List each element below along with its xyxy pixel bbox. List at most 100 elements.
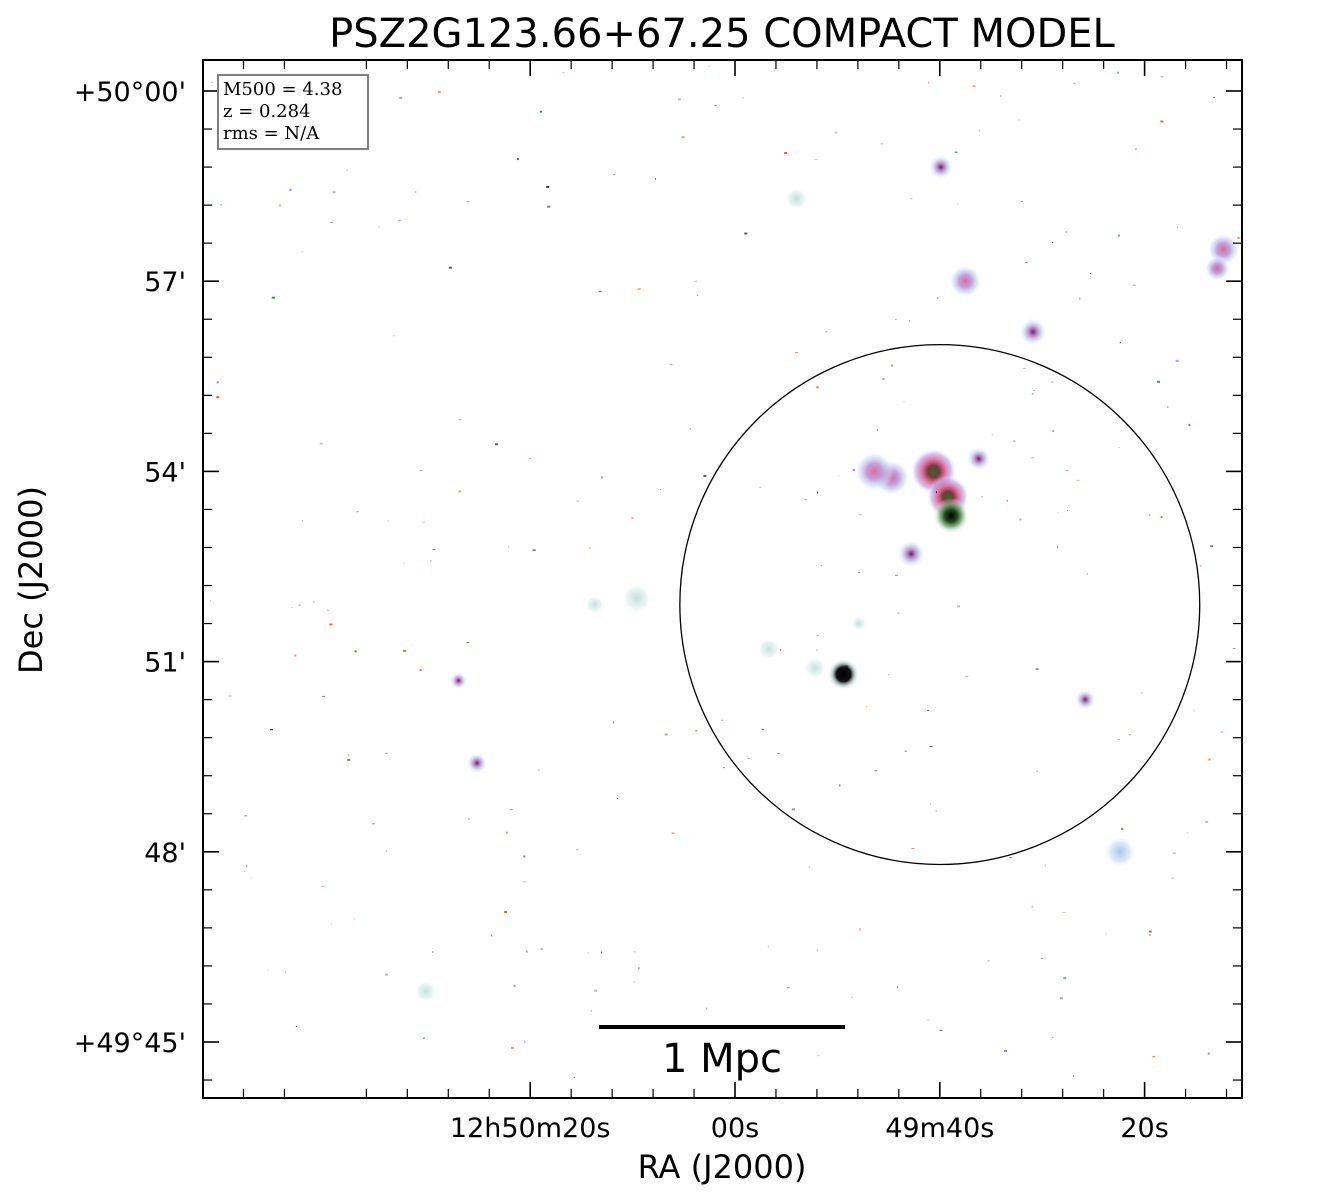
noise-speckle [504, 911, 508, 913]
noise-speckle [1006, 499, 1008, 502]
noise-speckle [1000, 95, 1002, 97]
noise-speckle [1036, 770, 1038, 773]
radio-source [1248, 53, 1298, 103]
noise-speckle [780, 649, 782, 651]
radio-source [757, 638, 780, 660]
info-line-mass: M500 = 4.38 [223, 79, 342, 100]
noise-speckle [655, 178, 656, 180]
noise-speckle [834, 132, 838, 134]
noise-speckle [786, 987, 790, 989]
x-tick-label: 00s [711, 1113, 759, 1144]
noise-speckle [403, 650, 407, 652]
y-tick-label: 54' [144, 457, 186, 488]
y-tick-label: +49°45' [74, 1028, 186, 1059]
noise-speckle [1171, 877, 1175, 879]
noise-speckle [294, 654, 297, 657]
noise-speckle [1213, 97, 1215, 99]
noise-speckle [706, 1007, 707, 1010]
noise-speckle [965, 675, 969, 677]
noise-speckle [880, 143, 883, 145]
noise-speckle [937, 297, 939, 299]
noise-speckle [270, 729, 273, 731]
noise-speckle [539, 110, 542, 113]
y-tick-label: 48' [144, 838, 186, 869]
radio-source [851, 616, 867, 631]
noise-speckle [767, 945, 769, 948]
noise-speckle [509, 809, 513, 810]
noise-speckle [573, 1076, 575, 1078]
noise-speckle [1121, 827, 1124, 830]
x-tick-label: 49m40s [885, 1113, 994, 1144]
noise-speckle [1186, 832, 1189, 834]
y-tick-label: +50°00' [74, 77, 186, 108]
radio-source [896, 539, 926, 569]
noise-speckle [289, 188, 292, 191]
noise-speckle [1210, 545, 1214, 547]
noise-speckle [1148, 934, 1151, 936]
noise-speckle [1117, 738, 1120, 740]
noise-speckle [814, 158, 818, 160]
noise-speckle [216, 396, 220, 399]
noise-speckle [1134, 148, 1137, 151]
noise-speckle [1237, 236, 1241, 239]
noise-speckle [820, 565, 822, 567]
noise-speckle [458, 490, 462, 493]
y-tick-label: 51' [144, 648, 186, 679]
noise-speckle [1052, 1036, 1054, 1038]
noise-speckle [935, 810, 937, 812]
noise-speckle [432, 549, 436, 551]
noise-speckle [516, 158, 519, 161]
noise-speckle [632, 981, 636, 983]
noise-speckle [1073, 1075, 1075, 1078]
noise-speckle [987, 960, 990, 962]
radio-source [466, 752, 488, 774]
noise-speckle [244, 815, 248, 817]
noise-speckle [972, 85, 976, 88]
noise-speckle [1052, 430, 1054, 433]
noise-speckle [804, 498, 808, 500]
radio-source [1247, 86, 1283, 122]
noise-speckle [279, 204, 281, 207]
noise-speckle [1035, 668, 1039, 670]
noise-speckle [1220, 731, 1224, 733]
noise-speckle [523, 855, 526, 858]
noise-speckle [908, 320, 910, 322]
noise-speckle [1073, 82, 1076, 84]
noise-speckle [1148, 930, 1152, 933]
noise-speckle [576, 849, 579, 851]
noise-speckle [815, 386, 819, 389]
noise-speckle [437, 91, 441, 94]
noise-speckle [302, 520, 304, 522]
noise-speckle [777, 753, 780, 754]
aperture-circle [679, 343, 1201, 866]
noise-speckle [1188, 423, 1191, 426]
noise-speckle [513, 985, 516, 987]
noise-speckle [816, 1055, 820, 1057]
noise-speckle [1176, 226, 1178, 228]
info-box: M500 = 4.38 z = 0.284 rms = N/A [217, 74, 369, 150]
noise-speckles [210, 65, 1241, 1078]
noise-speckle [660, 488, 661, 490]
noise-speckle [1057, 546, 1058, 549]
noise-speckle [1041, 957, 1044, 959]
noise-speckle [491, 934, 493, 937]
noise-speckle [911, 848, 915, 850]
noise-speckle [220, 203, 222, 206]
noise-speckle [466, 200, 470, 202]
noise-speckle [547, 205, 551, 208]
noise-speckle [894, 574, 898, 576]
noise-speckle [839, 784, 841, 787]
noise-speckle [1013, 440, 1015, 442]
noise-speckle [330, 923, 332, 925]
noise-speckle [761, 728, 764, 730]
noise-speckle [327, 610, 330, 612]
noise-speckle [576, 500, 580, 502]
sources-layer [414, 53, 1298, 1003]
scale-bar: 1 Mpc [599, 1025, 845, 1082]
radio-source [1103, 835, 1137, 868]
noise-speckle [1157, 380, 1160, 383]
noise-speckle [928, 81, 930, 84]
noise-speckle [378, 226, 380, 228]
noise-speckle [587, 952, 589, 954]
noise-speckle [957, 605, 960, 608]
